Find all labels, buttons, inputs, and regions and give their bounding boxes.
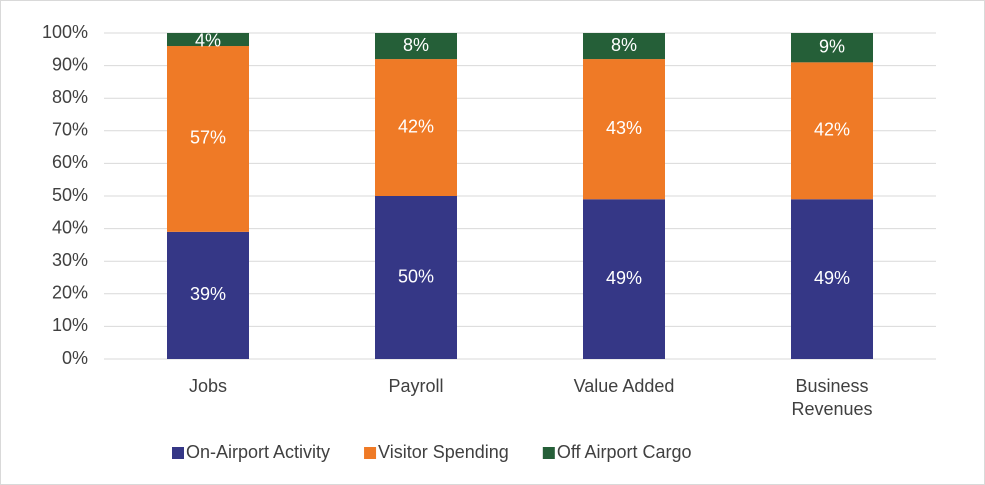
bar-segment	[375, 59, 457, 196]
data-label: 42%	[814, 120, 850, 140]
bar-segment	[583, 33, 665, 60]
data-label: 49%	[606, 268, 642, 288]
data-label: 39%	[190, 284, 226, 304]
data-label: 50%	[398, 266, 434, 286]
data-label: 43%	[606, 118, 642, 138]
y-tick-label: 90%	[52, 54, 88, 74]
x-tick-label: Business Revenues	[791, 376, 872, 419]
data-label: 9%	[819, 36, 845, 56]
y-tick-label: 80%	[52, 87, 88, 107]
y-tick-label: 20%	[52, 283, 88, 303]
bar-segment	[375, 33, 457, 60]
y-tick-label: 100%	[42, 22, 88, 42]
legend-swatch	[172, 447, 184, 459]
y-tick-label: 0%	[62, 348, 88, 368]
y-tick-label: 40%	[52, 217, 88, 237]
y-tick-label: 10%	[52, 315, 88, 335]
bar-segment	[583, 59, 665, 200]
x-tick-label: Jobs	[189, 376, 227, 396]
bar-segment	[583, 199, 665, 359]
data-label: 49%	[814, 268, 850, 288]
y-tick-label: 30%	[52, 250, 88, 270]
legend-swatch	[542, 447, 555, 459]
data-label: 8%	[611, 35, 637, 55]
bar-segment	[167, 33, 249, 47]
bar-segment	[167, 231, 249, 359]
data-label: 8%	[403, 35, 429, 55]
data-label: 57%	[190, 128, 226, 148]
bar-segment	[791, 62, 873, 200]
bar-segment	[791, 33, 873, 63]
legend-label: Off Airport Cargo	[557, 442, 692, 462]
bar-segment	[791, 199, 873, 359]
legend-label: Visitor Spending	[378, 442, 509, 462]
legend-label: On-Airport Activity	[186, 442, 330, 462]
y-tick-label: 60%	[52, 152, 88, 172]
x-tick-label: Payroll	[388, 376, 443, 396]
data-label: 4%	[195, 30, 221, 50]
bar-segment	[167, 46, 249, 232]
data-label: 42%	[398, 116, 434, 136]
bar-segment	[375, 196, 457, 359]
x-tick-label: Value Added	[574, 376, 675, 396]
legend-swatch	[364, 447, 377, 459]
y-tick-label: 70%	[52, 120, 88, 140]
y-tick-label: 50%	[52, 185, 88, 205]
